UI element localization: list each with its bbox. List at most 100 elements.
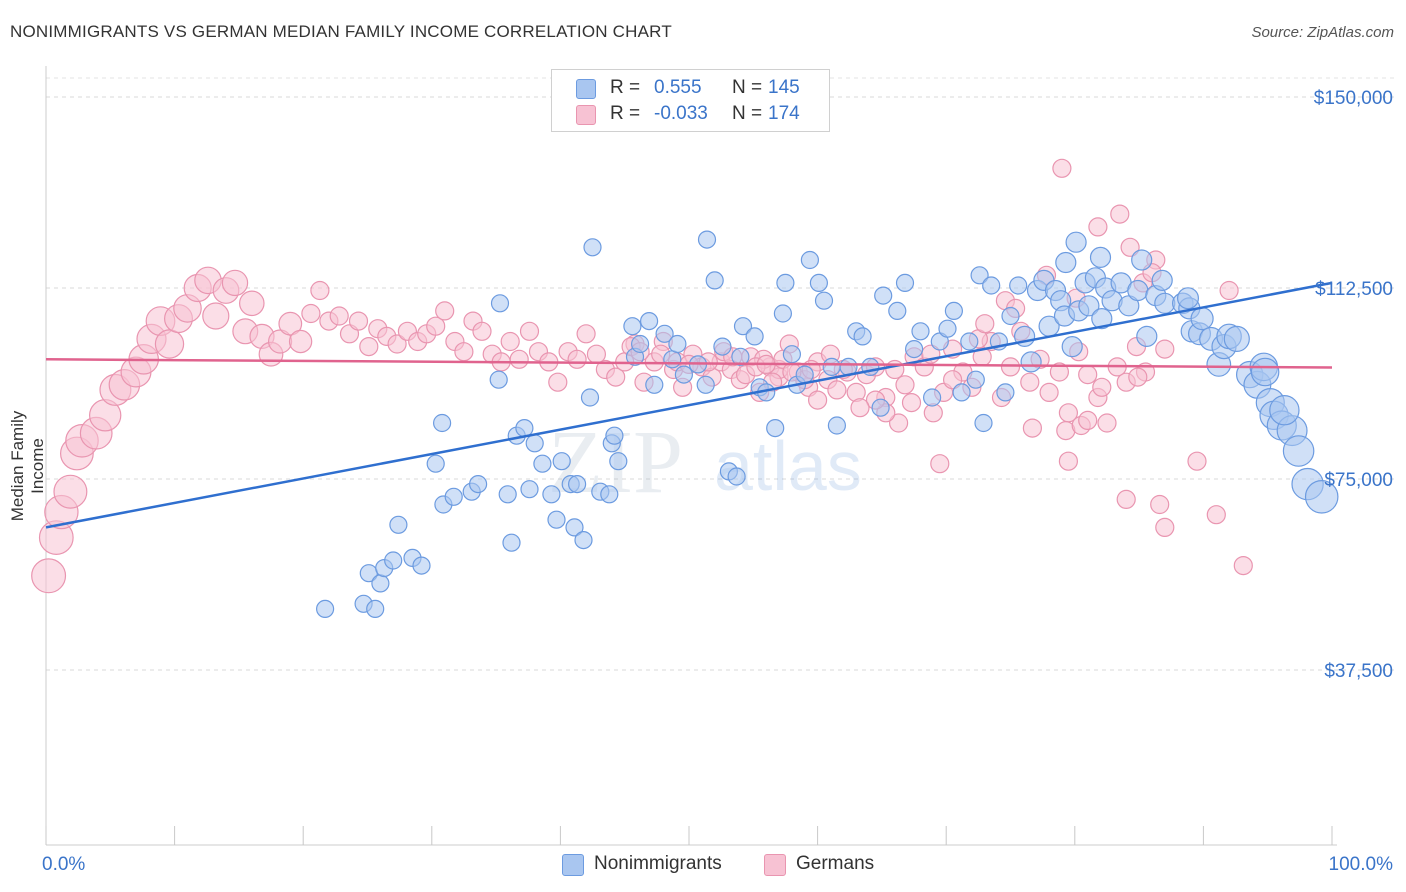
point-nonimmigrants <box>996 383 1015 402</box>
point-germans <box>509 349 529 369</box>
point-germans <box>975 314 995 334</box>
point-nonimmigrants <box>426 454 445 473</box>
point-nonimmigrants <box>696 375 715 394</box>
point-nonimmigrants <box>533 454 552 473</box>
stats-legend: R = 0.555 N = 145 R = -0.033 N = 174 <box>551 69 830 132</box>
point-nonimmigrants <box>316 599 335 619</box>
point-nonimmigrants <box>1061 336 1083 358</box>
point-nonimmigrants <box>384 551 403 570</box>
point-nonimmigrants <box>1078 295 1100 317</box>
point-nonimmigrants <box>674 365 694 384</box>
point-nonimmigrants <box>1154 292 1176 314</box>
n-value: 145 <box>768 77 800 98</box>
point-nonimmigrants <box>705 271 724 290</box>
legend-label: Nonimmigrants <box>594 853 722 874</box>
point-nonimmigrants <box>827 416 847 435</box>
point-nonimmigrants <box>639 312 659 331</box>
point-nonimmigrants <box>605 426 624 445</box>
y-tick-labels: $37,500 $75,000 $112,500 $150,000 <box>1314 88 1393 682</box>
point-nonimmigrants <box>1282 435 1315 467</box>
point-nonimmigrants <box>600 485 619 504</box>
point-nonimmigrants <box>552 452 571 471</box>
point-germans <box>1219 280 1239 301</box>
point-nonimmigrants <box>609 452 628 471</box>
point-germans <box>278 311 303 336</box>
series-nonimmigrants <box>316 230 1339 619</box>
r-value: 0.555 <box>654 77 702 98</box>
point-nonimmigrants <box>502 533 521 552</box>
point-nonimmigrants <box>1151 269 1173 291</box>
point-germans <box>1000 357 1021 377</box>
point-nonimmigrants <box>1091 308 1113 330</box>
point-germans <box>1155 517 1175 538</box>
trend-line-nonimmigrants <box>45 281 1333 529</box>
point-germans <box>1128 367 1148 387</box>
point-nonimmigrants <box>745 327 764 346</box>
point-germans <box>576 324 596 344</box>
point-nonimmigrants <box>490 294 510 313</box>
point-nonimmigrants <box>800 250 820 270</box>
point-germans <box>359 337 379 357</box>
point-nonimmigrants <box>1001 306 1020 326</box>
point-germans <box>850 398 870 418</box>
point-nonimmigrants <box>1304 479 1339 514</box>
point-nonimmigrants <box>809 273 829 292</box>
y-tick-label: $150,000 <box>1314 88 1393 109</box>
point-nonimmigrants <box>853 327 872 346</box>
point-germans <box>1150 494 1170 515</box>
point-nonimmigrants <box>814 291 834 310</box>
legend-swatch-germans <box>764 854 786 876</box>
point-germans <box>606 367 626 387</box>
point-nonimmigrants <box>655 324 674 343</box>
point-germans <box>1187 451 1207 471</box>
trend-lines <box>45 281 1333 529</box>
point-germans <box>1022 418 1043 438</box>
point-germans <box>888 413 909 433</box>
point-germans <box>1110 204 1130 224</box>
point-nonimmigrants <box>773 304 793 323</box>
point-nonimmigrants <box>623 317 642 336</box>
point-germans <box>500 331 520 352</box>
point-nonimmigrants <box>1127 279 1149 302</box>
point-nonimmigrants <box>498 485 517 504</box>
point-nonimmigrants <box>982 276 1001 295</box>
point-nonimmigrants <box>888 301 907 320</box>
point-germans <box>1049 362 1070 382</box>
point-nonimmigrants <box>776 273 795 292</box>
point-nonimmigrants <box>960 332 979 351</box>
point-nonimmigrants <box>525 434 544 453</box>
point-nonimmigrants <box>489 370 508 389</box>
point-nonimmigrants <box>822 357 841 376</box>
point-germans <box>426 316 446 336</box>
point-germans <box>901 393 922 413</box>
point-nonimmigrants <box>795 365 814 384</box>
point-germans <box>519 321 540 341</box>
point-nonimmigrants <box>1190 307 1214 331</box>
point-germans <box>472 321 492 341</box>
point-nonimmigrants <box>713 337 732 356</box>
point-nonimmigrants <box>1055 251 1077 274</box>
point-germans <box>288 329 313 354</box>
point-nonimmigrants <box>922 388 942 407</box>
point-germans <box>435 301 455 321</box>
point-germans <box>1120 237 1140 257</box>
point-nonimmigrants <box>952 383 971 402</box>
point-nonimmigrants <box>371 574 390 593</box>
point-germans <box>1078 365 1098 385</box>
n-label: N = <box>732 77 763 98</box>
point-germans <box>1058 451 1079 471</box>
point-germans <box>885 359 905 380</box>
point-nonimmigrants <box>1131 249 1153 271</box>
point-germans <box>329 306 349 326</box>
point-germans <box>348 311 369 331</box>
x-tick-labels: 0.0% 100.0% <box>42 854 1393 875</box>
point-germans <box>1052 158 1072 178</box>
legend-label: Germans <box>796 853 875 874</box>
point-nonimmigrants <box>433 413 452 433</box>
point-nonimmigrants <box>874 286 893 305</box>
point-germans <box>1078 410 1098 430</box>
y-tick-label: $75,000 <box>1324 470 1393 491</box>
point-nonimmigrants <box>895 273 915 292</box>
point-germans <box>202 302 230 330</box>
point-nonimmigrants <box>938 319 957 338</box>
